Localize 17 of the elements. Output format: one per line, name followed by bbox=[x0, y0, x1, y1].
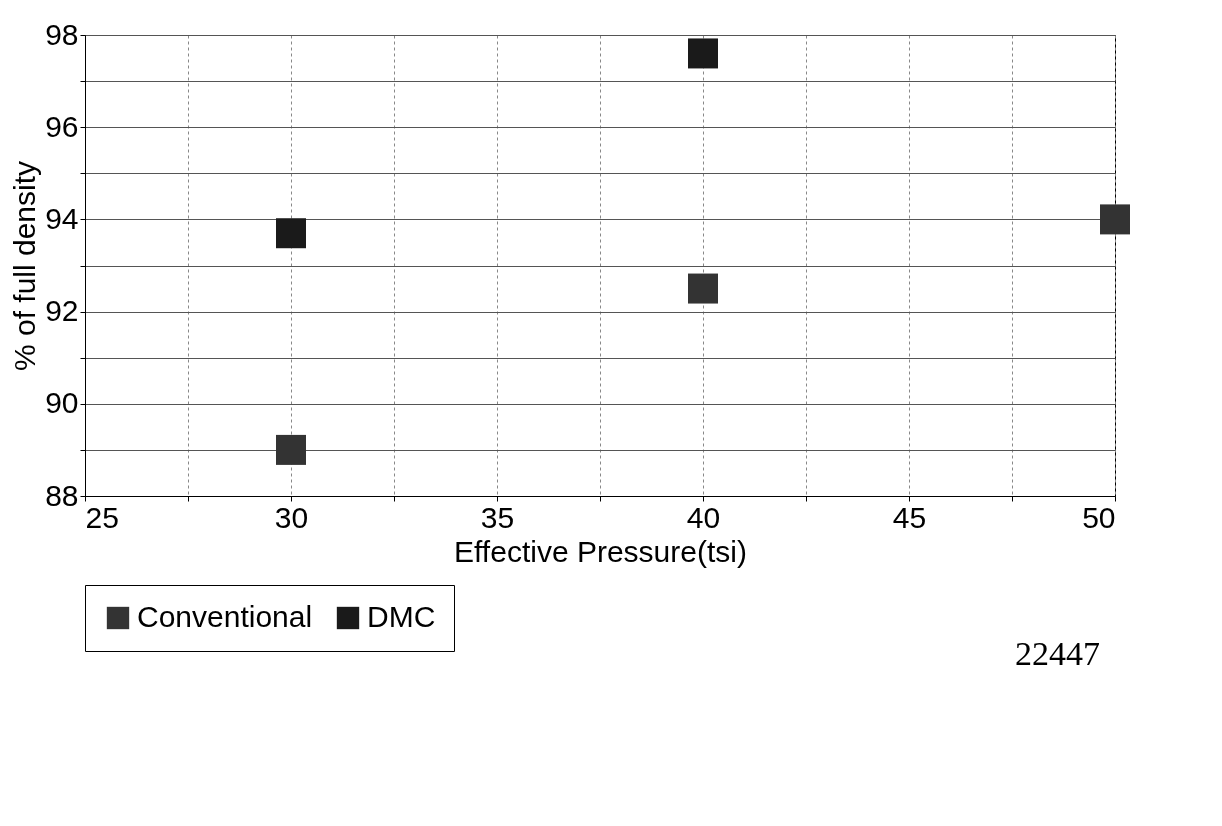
legend-label: Conventional bbox=[137, 600, 313, 633]
y-tick-label: 96 bbox=[45, 109, 79, 143]
y-tick-label: 90 bbox=[45, 386, 79, 420]
x-tick-label: 50 bbox=[1082, 500, 1116, 534]
x-tick-label: 30 bbox=[274, 500, 309, 534]
x-tick-label: 35 bbox=[480, 500, 515, 534]
text: 22447 bbox=[1015, 635, 1100, 672]
y-tick-label: 94 bbox=[45, 201, 79, 235]
y-axis-title: % of full density bbox=[8, 160, 42, 372]
x-axis-title: Effective Pressure(tsi) bbox=[454, 534, 747, 568]
y-tick-label: 88 bbox=[45, 478, 79, 512]
x-tick-label: 25 bbox=[85, 500, 119, 534]
legend-label: DMC bbox=[367, 600, 436, 633]
y-tick-label: 92 bbox=[45, 294, 79, 328]
x-tick-label: 45 bbox=[892, 500, 927, 534]
x-tick-label: 40 bbox=[686, 500, 721, 534]
y-tick-label: 98 bbox=[45, 17, 79, 51]
